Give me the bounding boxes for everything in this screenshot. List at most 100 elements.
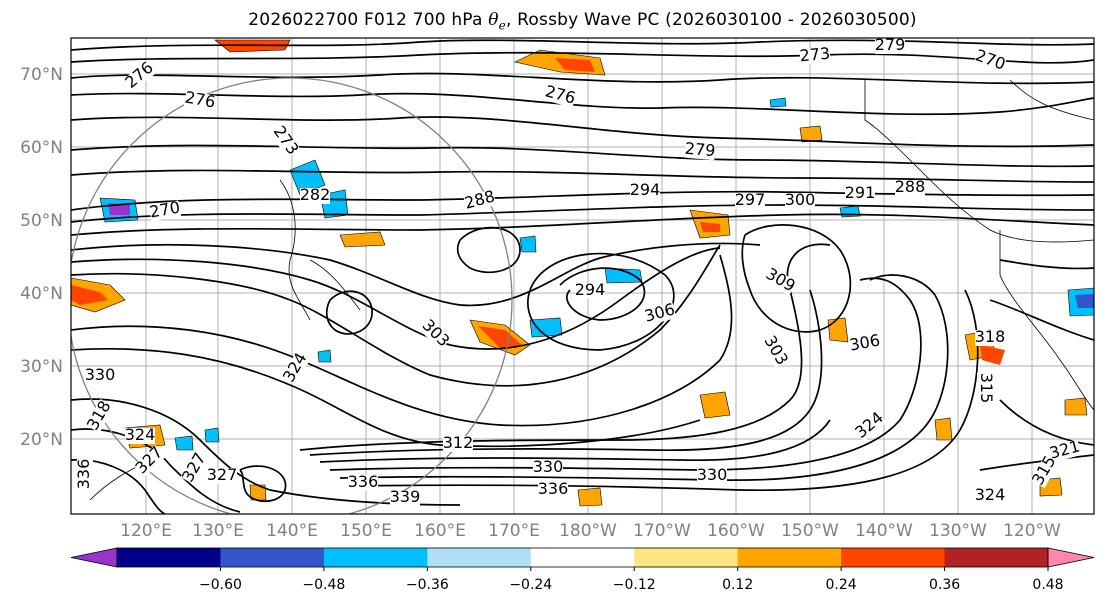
longitude-label: 160°E [414,521,466,541]
contour-label-bg [390,490,420,506]
contour-label-bg [848,333,882,355]
contour-label-bg [799,46,831,66]
contour-line [71,428,241,513]
contour-label-bg [975,488,1005,504]
contour-label: 324 [125,425,156,444]
contour-line [339,274,949,482]
contour-label: 339 [390,487,421,506]
contour-line [71,116,1094,148]
contour-label-bg [975,330,1005,346]
contour-label-bg [684,141,716,161]
contour-line [71,213,1094,236]
positive-anomaly [700,222,720,232]
longitude-label: 140°E [266,521,318,541]
latitude-labels: 70°N 60°N 50°N 40°N 30°N 20°N [20,65,63,450]
contour-line [979,454,1094,471]
contour-label-bg [443,436,473,452]
contour-label-bg [845,186,875,202]
longitude-label: 120°W [1003,521,1061,541]
contour-label-bg [300,188,330,204]
positive-anomaly [1064,397,1088,416]
contour-label-bg [853,410,887,442]
negative-anomaly [204,427,220,443]
negative-anomaly [769,97,787,108]
colorbar-tick-label: 0.12 [722,577,753,593]
colorbar-tick-label: −0.36 [406,577,449,593]
positive-anomaly [555,58,595,72]
contour-line [71,39,1094,51]
colorbar-segment [737,548,842,567]
contour-label-bg [973,48,1007,74]
contour-label-bg [643,302,677,326]
colorbar-tick-label: 0.48 [1032,577,1063,593]
contour-label-bg [123,60,157,92]
positive-anomaly [249,484,267,501]
contour-label: 297 [735,190,766,209]
contour-label: 336 [74,459,93,490]
contour-label-bg [183,90,217,112]
colorbar-segment [117,548,221,567]
contour-line [349,289,979,492]
contour-line [71,458,166,514]
contour-label-bg [630,183,660,199]
contour-line [559,267,646,321]
positive-anomaly [577,487,603,507]
contour-label-bg [281,351,311,385]
contour-label: 336 [348,472,379,491]
contour-label: 312 [443,433,474,452]
longitude-label: 160°W [707,521,765,541]
positive-anomaly [339,231,386,248]
contour-line [329,277,922,471]
coastline [1009,79,1094,121]
contour-label: 300 [785,190,816,209]
contour-label-bg [760,334,790,368]
contour-line [71,72,1094,85]
contour-line [741,224,852,333]
contour-label: 294 [630,180,661,199]
negative-anomaly [1075,294,1094,308]
contour-line [319,419,831,463]
positive-anomaly [71,285,108,305]
contour-label-bg [133,444,167,478]
contour-label-bg [895,180,925,196]
contour-label-bg [463,189,497,213]
contour-label: 288 [895,177,926,196]
anomaly-shading [71,39,1094,507]
contour-line [325,290,373,335]
contour-label: 279 [875,35,906,54]
colorbar-tick-label: −0.60 [199,577,242,593]
contour-line [71,254,733,427]
contour-label: 294 [575,280,606,299]
colorbar-frame [116,547,1049,568]
contour-line [71,204,1094,223]
colorbar-tick-label: 0.24 [826,577,857,593]
colorbar-segment [323,548,428,567]
contour-line [239,465,287,503]
latitude-label: 40°N [20,284,63,304]
longitude-label: 140°W [855,521,913,541]
negative-anomaly [317,349,332,363]
coastline [864,80,1094,243]
latitude-label: 50°N [20,211,63,231]
colorbar: −0.60 −0.48 −0.36 −0.24 −0.12 0.12 0.24 0.36 0.4… [70,547,1095,593]
colorbar-extend-max [1047,547,1095,568]
theta-e-contours [71,39,1094,514]
contour-line [71,398,461,506]
contour-label-bg [207,468,237,484]
contour-line [71,242,761,307]
colorbar-segment [944,548,1049,567]
colorbar-segment [220,548,325,567]
contour-label-bg [977,373,993,403]
contour-label: 324 [975,485,1006,504]
colorbar-segment [427,548,532,567]
contour-label: 315 [977,373,996,404]
coastline [309,259,361,311]
latitude-label: 60°N [20,138,63,158]
contour-line [999,399,1094,446]
contour-label-bg [148,200,182,222]
negative-anomaly [529,317,563,338]
contour-label-bg [269,124,301,158]
contour-line [999,259,1094,270]
